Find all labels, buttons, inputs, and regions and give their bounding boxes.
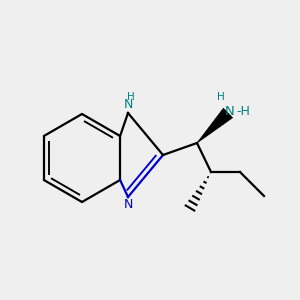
Text: N: N xyxy=(224,105,234,118)
Text: H: H xyxy=(217,92,224,102)
Text: H: H xyxy=(127,92,134,101)
Text: -H: -H xyxy=(236,105,250,118)
Text: N: N xyxy=(123,199,133,212)
Text: N: N xyxy=(123,98,133,112)
Polygon shape xyxy=(197,108,233,143)
